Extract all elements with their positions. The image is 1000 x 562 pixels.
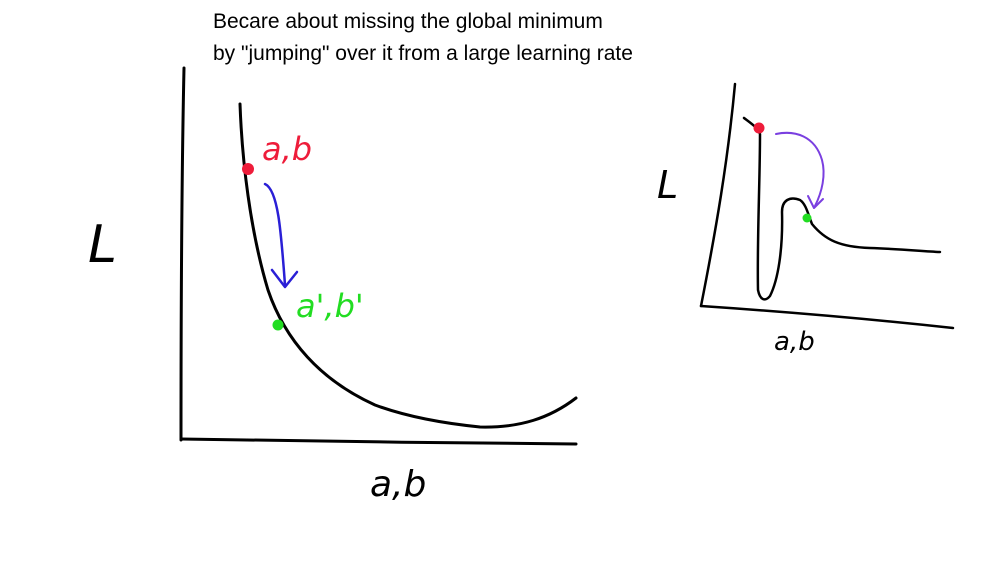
right-end-point — [802, 213, 812, 223]
left-y-axis — [179, 66, 186, 442]
left-step-arrow — [263, 182, 287, 287]
right-y-axis-label: L — [657, 163, 678, 207]
caption: Becare about missing the global minimum … — [213, 6, 633, 70]
right-x-axis-label: a,b — [774, 327, 815, 357]
right-step-arrow — [775, 131, 825, 207]
caption-line-2: by "jumping" over it from a large learni… — [213, 42, 633, 65]
left-end-label: a',b' — [296, 287, 364, 325]
left-graph: a,b a',b' L a,b — [88, 66, 578, 505]
left-y-axis-label: L — [88, 215, 117, 275]
left-step-arrowhead — [270, 268, 299, 289]
left-start-point — [242, 163, 254, 175]
right-loss-curve — [742, 116, 942, 301]
left-loss-curve — [238, 102, 578, 429]
right-y-axis — [699, 82, 737, 308]
caption-line-1: Becare about missing the global minimum — [213, 10, 603, 33]
left-start-label: a,b — [262, 130, 312, 168]
left-end-point — [272, 319, 284, 331]
left-x-axis — [179, 437, 578, 446]
right-step-arrowhead — [807, 195, 824, 209]
right-x-axis — [699, 304, 955, 330]
left-x-axis-label: a,b — [370, 464, 426, 505]
right-start-point — [753, 122, 765, 134]
right-graph: L a,b — [657, 82, 955, 357]
